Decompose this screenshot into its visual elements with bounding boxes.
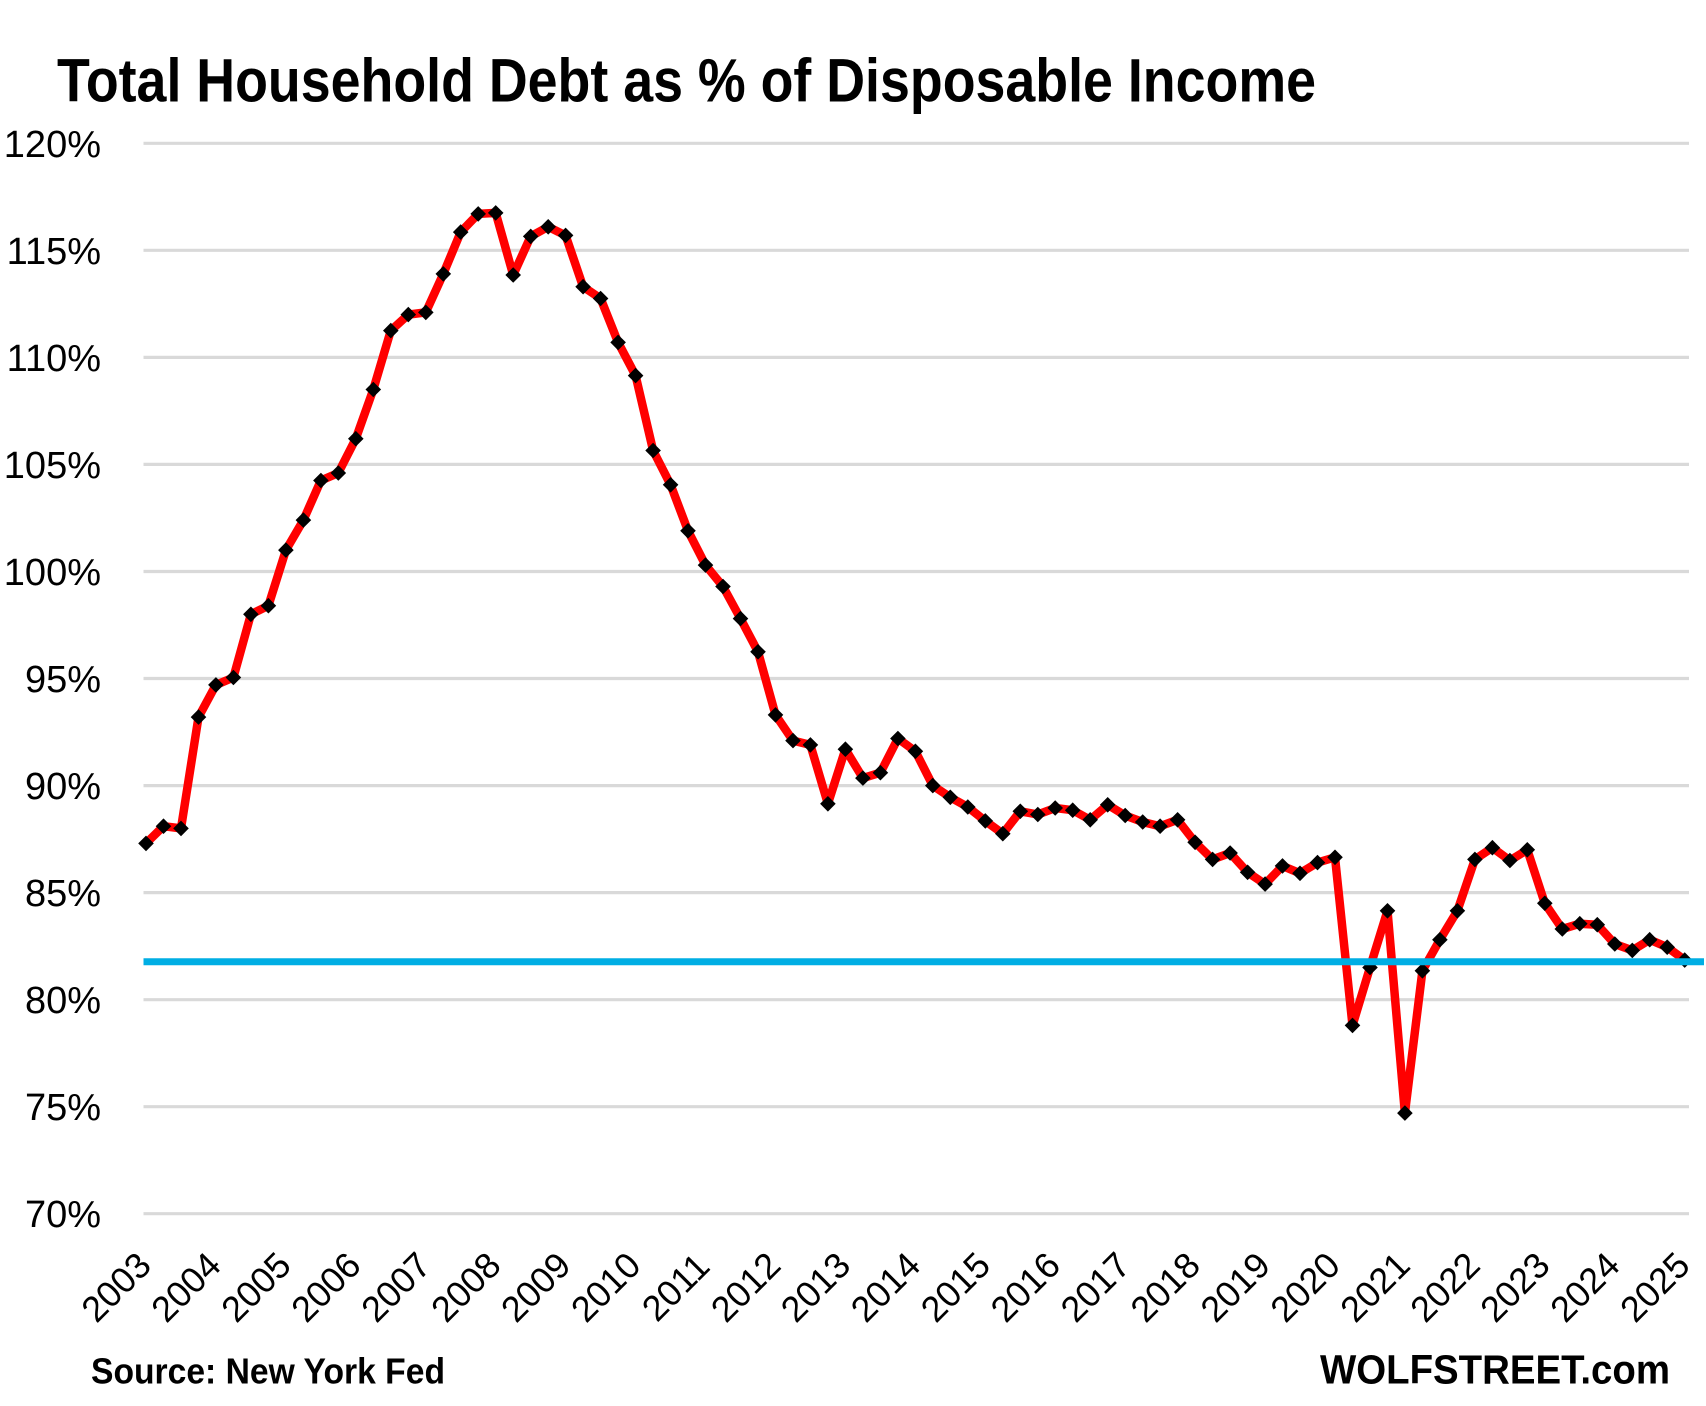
- svg-text:Source: New York Fed: Source: New York Fed: [91, 1351, 445, 1392]
- svg-text:120%: 120%: [4, 124, 101, 166]
- svg-text:80%: 80%: [25, 980, 101, 1022]
- svg-text:Total Household Debt as % of D: Total Household Debt as % of Disposable …: [57, 47, 1316, 115]
- svg-text:115%: 115%: [7, 231, 101, 273]
- svg-text:105%: 105%: [4, 445, 101, 487]
- svg-text:70%: 70%: [25, 1194, 101, 1236]
- svg-text:75%: 75%: [25, 1087, 101, 1129]
- svg-text:WOLFSTREET.com: WOLFSTREET.com: [1320, 1347, 1670, 1393]
- svg-text:95%: 95%: [25, 659, 101, 701]
- svg-text:100%: 100%: [4, 552, 101, 594]
- svg-text:85%: 85%: [25, 873, 101, 915]
- svg-text:110%: 110%: [7, 338, 101, 380]
- svg-text:90%: 90%: [25, 766, 101, 808]
